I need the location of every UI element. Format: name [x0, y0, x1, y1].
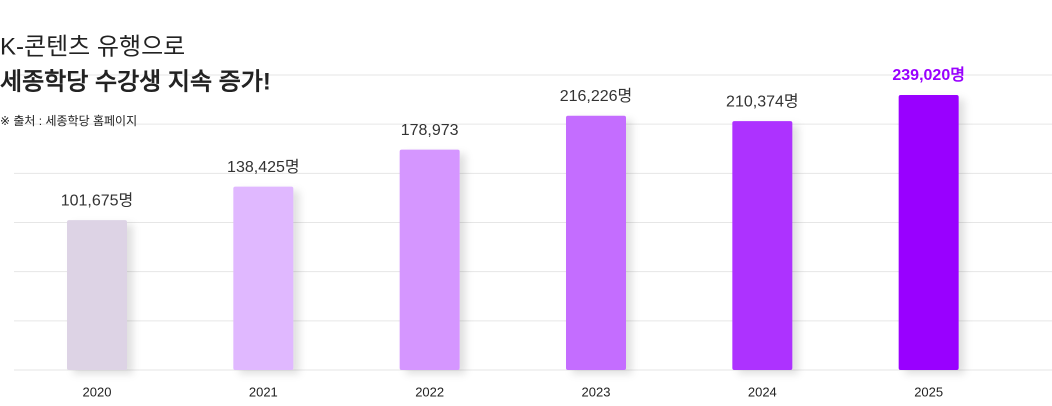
x-tick-label: 2022	[415, 384, 444, 399]
bar	[732, 121, 793, 370]
value-label: 101,675명	[61, 191, 134, 209]
bar	[233, 186, 294, 370]
bar	[67, 220, 127, 370]
value-label: 216,226명	[560, 87, 633, 105]
chart-title: K-콘텐츠 유행으로	[0, 33, 185, 60]
x-tick-label: 2023	[582, 384, 611, 399]
value-label: 239,020명	[892, 66, 965, 84]
bar	[566, 115, 626, 370]
value-label: 210,374명	[726, 92, 799, 110]
value-label: 138,425명	[227, 158, 300, 176]
source-note: ※ 출처 : 세종학당 홈페이지	[0, 114, 137, 128]
x-tick-label: 2025	[914, 384, 943, 399]
x-tick-label: 2021	[249, 384, 278, 399]
x-tick-label: 2024	[748, 384, 777, 399]
chart-subtitle: 세종학당 수강생 지속 증가!	[0, 68, 271, 95]
bar	[898, 95, 959, 370]
bar	[399, 149, 460, 370]
value-label: 178,973	[401, 122, 459, 139]
x-tick-label: 2020	[83, 384, 112, 399]
